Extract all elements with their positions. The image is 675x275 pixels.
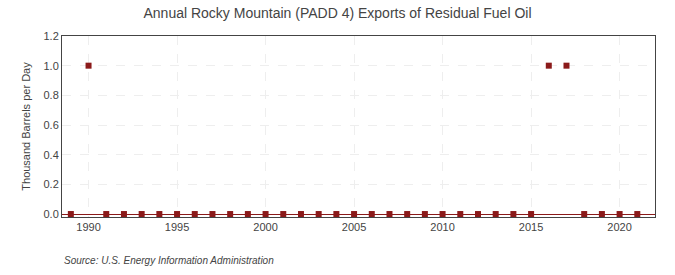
svg-text:1.2: 1.2 <box>44 30 59 42</box>
svg-text:Annual Rocky Mountain (PADD 4): Annual Rocky Mountain (PADD 4) Exports o… <box>143 5 531 21</box>
svg-text:0.8: 0.8 <box>44 89 59 101</box>
svg-text:2000: 2000 <box>253 221 277 233</box>
svg-text:2005: 2005 <box>342 221 366 233</box>
svg-text:1.0: 1.0 <box>44 60 59 72</box>
svg-text:0.2: 0.2 <box>44 178 59 190</box>
svg-text:Thousand Barrels per Day: Thousand Barrels per Day <box>20 62 32 191</box>
svg-text:1990: 1990 <box>76 221 100 233</box>
svg-text:Source: U.S. Energy Informatio: Source: U.S. Energy Information Administ… <box>64 255 274 266</box>
svg-text:2020: 2020 <box>607 221 631 233</box>
svg-text:0.0: 0.0 <box>44 208 59 220</box>
svg-text:0.6: 0.6 <box>44 119 59 131</box>
svg-text:2010: 2010 <box>430 221 454 233</box>
svg-text:0.4: 0.4 <box>44 149 59 161</box>
svg-text:2015: 2015 <box>519 221 543 233</box>
svg-text:1995: 1995 <box>165 221 189 233</box>
